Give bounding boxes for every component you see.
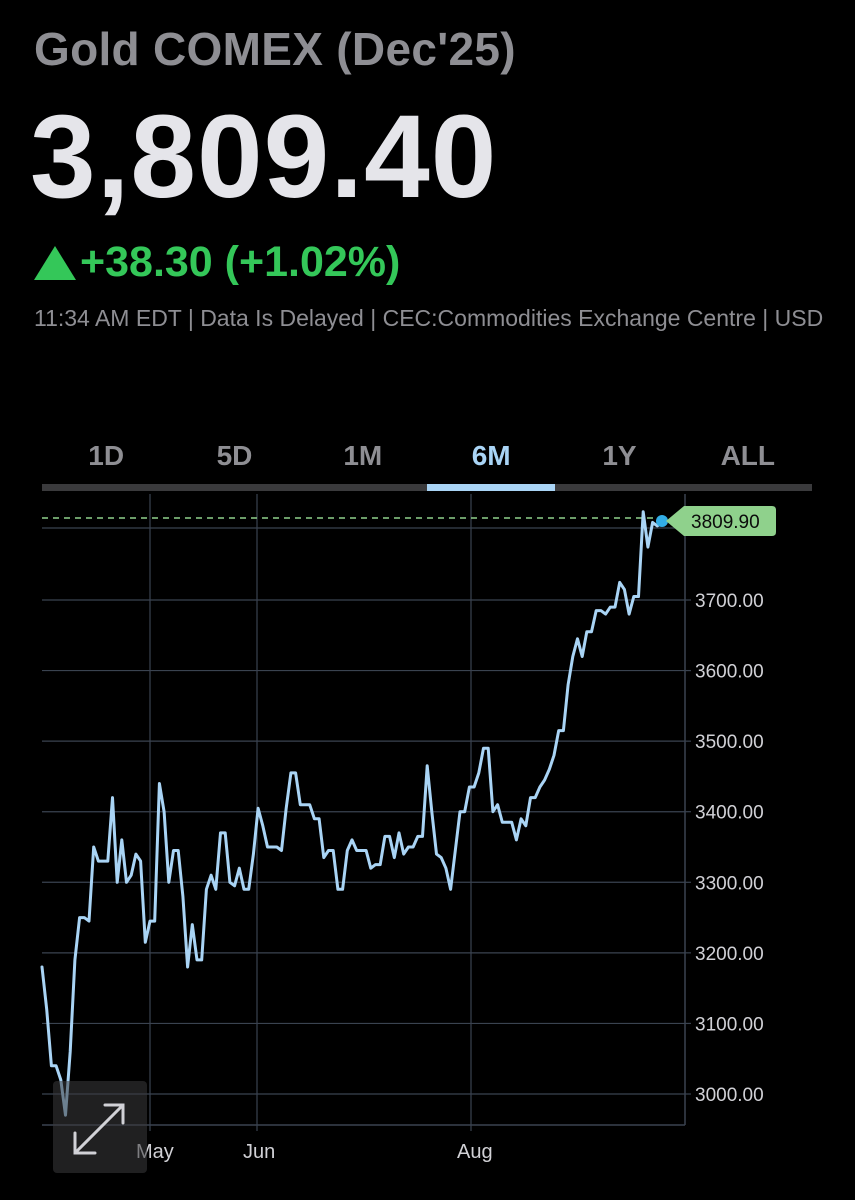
tab-label: 1M <box>343 440 383 471</box>
expand-chart-button[interactable] <box>53 1081 147 1173</box>
y-tick-label: 3100.00 <box>695 1014 764 1035</box>
tab-label: 5D <box>216 440 253 471</box>
last-point-marker <box>656 515 668 527</box>
last-price: 3,809.40 <box>30 91 498 223</box>
tab-indicator <box>426 484 556 491</box>
y-tick-label: 3600.00 <box>695 662 764 683</box>
price-series-line <box>40 510 664 1117</box>
tab-indicator <box>555 484 684 491</box>
tab-1m[interactable]: 1M <box>298 438 427 494</box>
current-price-tag-label: 3809.90 <box>691 512 760 533</box>
page-title: Gold COMEX (Dec'25) <box>34 23 516 75</box>
tab-indicator <box>298 484 427 491</box>
tab-label: 6M <box>471 440 511 471</box>
current-price-tag <box>666 506 776 536</box>
up-arrow-icon <box>34 245 76 280</box>
price-change: +38.30 (+1.02%) <box>34 238 400 287</box>
price-change-value: +38.30 (+1.02%) <box>80 238 401 286</box>
tab-indicator <box>170 484 299 491</box>
tab-indicator <box>683 484 812 491</box>
y-tick-label: 3700.00 <box>695 591 764 612</box>
y-tick-label: 3400.00 <box>695 803 764 824</box>
y-tick-label: 3000.00 <box>695 1085 764 1106</box>
price-chart[interactable]: 3000.00 3100.00 3200.00 3300.00 3400.00 3500.… <box>0 494 855 1174</box>
tab-label: ALL <box>720 440 776 471</box>
tab-5d[interactable]: 5D <box>170 438 299 494</box>
tab-indicator <box>42 484 171 491</box>
expand-arrows-icon <box>73 1103 125 1155</box>
tab-6m[interactable]: 6M <box>426 438 556 494</box>
x-tick-label: Jun <box>243 1141 275 1163</box>
y-tick-label: 3300.00 <box>695 873 764 894</box>
quote-meta: 11:34 AM EDT | Data Is Delayed | CEC:Com… <box>34 305 824 331</box>
y-tick-label: 3500.00 <box>695 732 764 753</box>
timeframe-tabs: 1D 5D 1M 6M 1Y ALL <box>42 438 812 494</box>
tab-1d[interactable]: 1D <box>42 438 171 494</box>
tab-label: 1Y <box>602 440 637 471</box>
y-tick-label: 3200.00 <box>695 944 764 965</box>
tab-1y[interactable]: 1Y <box>555 438 684 494</box>
tab-all[interactable]: ALL <box>683 438 812 494</box>
tab-label: 1D <box>88 440 125 471</box>
x-tick-label: Aug <box>457 1141 493 1163</box>
